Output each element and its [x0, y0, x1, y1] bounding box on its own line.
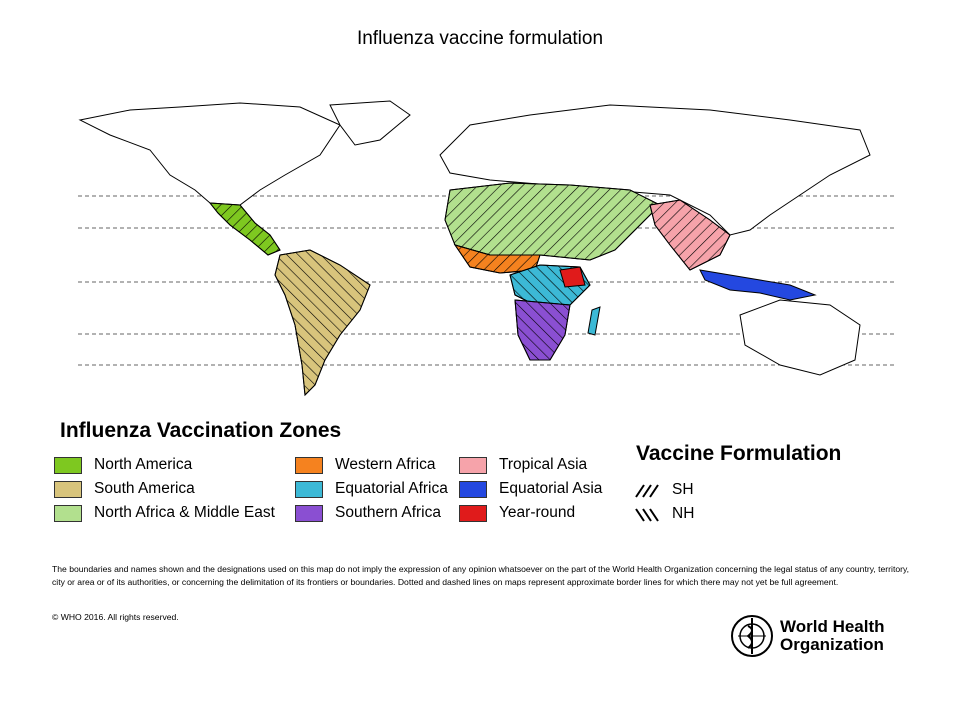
- who-logo: World Health Organization: [730, 614, 885, 658]
- legend-swatch: [459, 456, 487, 474]
- legend-swatch: [295, 456, 323, 474]
- legend-swatch: [295, 504, 323, 522]
- who-emblem-icon: [731, 615, 773, 657]
- year-round-zone-africa: [559, 266, 586, 288]
- legend-label: NH: [672, 505, 695, 522]
- legend-item-zone: South America: [54, 480, 195, 498]
- legend-item-zone: North America: [54, 456, 192, 474]
- logo-line1: World Health: [780, 617, 885, 636]
- map-title: Influenza vaccine formulation: [356, 28, 604, 49]
- legend-swatch: [459, 480, 487, 498]
- madagascar-zone: [587, 306, 601, 336]
- legend-label: SH: [672, 481, 694, 498]
- legend-item-zone: Western Africa: [295, 456, 436, 474]
- legend-label: Equatorial Africa: [335, 480, 448, 497]
- legend-item-zone: North Africa & Middle East: [54, 504, 275, 522]
- legend-swatch: [295, 480, 323, 498]
- legend-label: Equatorial Asia: [499, 480, 603, 497]
- legend-item-nh: NH: [634, 505, 694, 523]
- zones-legend-title: Influenza Vaccination Zones: [60, 419, 342, 442]
- legend-label: South America: [94, 480, 195, 497]
- legend-label: Western Africa: [335, 456, 436, 473]
- legend-item-zone: Equatorial Africa: [295, 480, 448, 498]
- disclaimer: The boundaries and names shown and the d…: [52, 564, 910, 587]
- legend-label: North Africa & Middle East: [94, 504, 275, 521]
- australia-land: [739, 299, 861, 376]
- equatorial-asia-zone: [699, 269, 817, 301]
- legend-label: Year-round: [499, 504, 576, 521]
- world-map: [78, 100, 895, 397]
- legend-label: North America: [94, 456, 193, 473]
- logo-line2: Organization: [780, 635, 884, 654]
- legend-swatch: [54, 480, 82, 498]
- north-america-land: [78, 102, 341, 211]
- forward-hatch-icon: [635, 483, 659, 498]
- legend-swatch: [54, 504, 82, 522]
- legend-item-zone: Equatorial Asia: [459, 480, 602, 498]
- legend-label: Southern Africa: [335, 504, 441, 521]
- legend-item-zone: Year-round: [459, 504, 575, 522]
- legend-label: Tropical Asia: [499, 456, 588, 473]
- copyright: © WHO 2016. All rights reserved.: [52, 612, 179, 622]
- legend-swatch: [459, 504, 487, 522]
- legend-item-zone: Tropical Asia: [459, 456, 587, 474]
- legend-swatch: [54, 456, 82, 474]
- formulation-legend-title: Vaccine Formulation: [636, 442, 842, 465]
- legend-item-zone: Southern Africa: [295, 504, 441, 522]
- backward-hatch-icon: [635, 507, 659, 522]
- legend-item-sh: SH: [634, 481, 694, 499]
- greenland-land: [329, 100, 411, 146]
